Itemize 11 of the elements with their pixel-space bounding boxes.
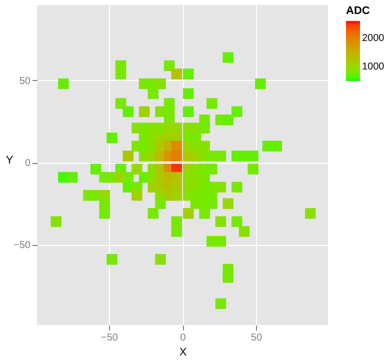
x-axis-title: X: [179, 346, 188, 358]
x-tick-label: 0: [180, 332, 186, 344]
color-bar-label: 2000: [362, 33, 385, 44]
y-tick-label: −50: [14, 240, 31, 252]
y-tick-label: 0: [24, 158, 31, 170]
x-tick-label: −50: [101, 332, 118, 344]
x-tick-label: 50: [250, 332, 262, 344]
y-axis-title: Y: [6, 154, 14, 166]
color-bar-label: 1000: [362, 62, 385, 73]
legend-title: ADC: [346, 5, 370, 17]
y-tick-label: 50: [19, 76, 31, 87]
